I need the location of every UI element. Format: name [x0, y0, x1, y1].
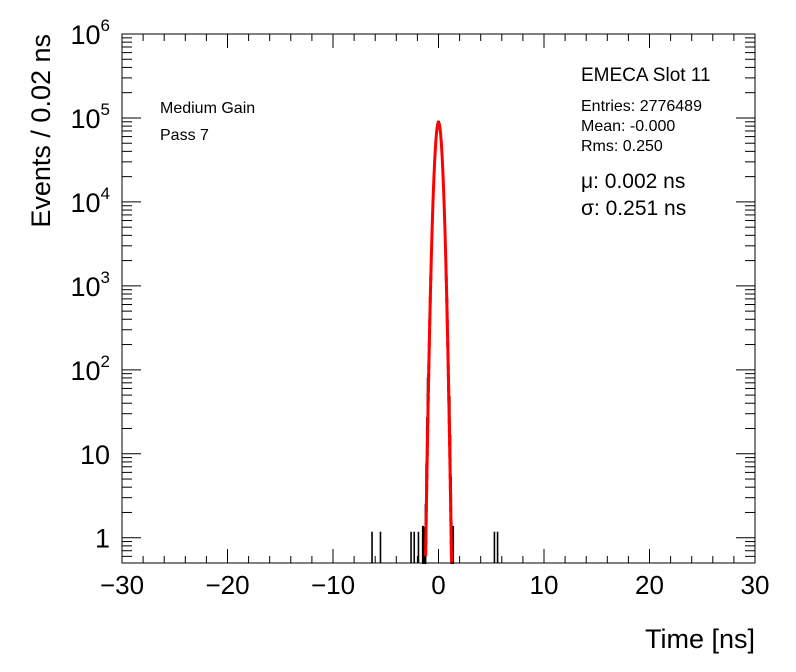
y-tick-labels: 1 10 102 103 104 105 106 — [70, 16, 110, 554]
x-tick-label: 30 — [741, 570, 770, 600]
stats-mean: Mean: -0.000 — [581, 118, 675, 135]
x-tick-labels: −30 −20 −10 0 10 20 30 — [100, 570, 770, 600]
fit-curve — [424, 121, 454, 563]
x-tick-label: −30 — [100, 570, 144, 600]
y-tick-label: 105 — [70, 100, 110, 134]
x-tick-label: −20 — [205, 570, 249, 600]
fit-mu: μ: 0.002 ns — [581, 170, 685, 193]
x-tick-label: 10 — [530, 570, 559, 600]
y-tick-label: 104 — [70, 184, 110, 218]
stats-rms: Rms: 0.250 — [581, 138, 663, 155]
x-tick-label: −10 — [311, 570, 355, 600]
gaussian-fit-series — [424, 121, 454, 563]
y-tick-label: 103 — [70, 268, 110, 302]
axis-ticks — [121, 33, 756, 563]
fit-tail-left — [424, 265, 433, 557]
pass-label: Pass 7 — [160, 127, 209, 144]
y-tick-label: 106 — [70, 16, 110, 50]
gain-label: Medium Gain — [160, 100, 255, 117]
y-axis-label: Events / 0.02 ns — [26, 34, 56, 228]
x-tick-label: 0 — [431, 570, 445, 600]
fit-tail-right — [444, 264, 454, 563]
chart-title: EMECA Slot 11 — [581, 65, 711, 86]
stats-entries: Entries: 2776489 — [581, 98, 702, 115]
y-tick-label: 10 — [80, 440, 110, 470]
x-tick-label: 20 — [635, 570, 664, 600]
x-axis-label: Time [ns] — [645, 624, 755, 654]
y-tick-label: 102 — [70, 352, 110, 386]
y-tick-label: 1 — [95, 524, 110, 554]
fit-sigma: σ: 0.251 ns — [581, 197, 686, 220]
